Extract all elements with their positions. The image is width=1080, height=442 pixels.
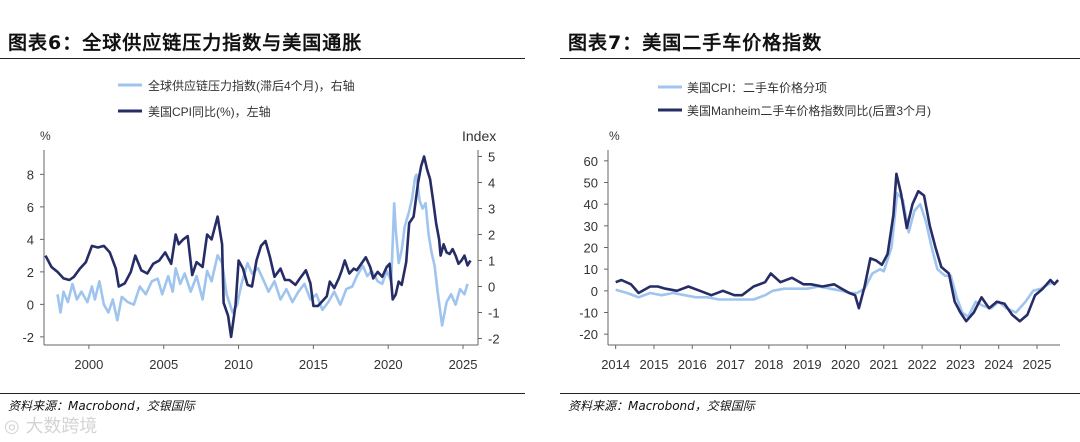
watermark: ◎ 大数跨境	[4, 416, 98, 437]
right-tick-label: -2	[488, 332, 500, 347]
right-axis-unit: Index	[462, 128, 496, 144]
left-tick-label: 2	[27, 265, 34, 280]
x-tick-label: 2020	[374, 357, 403, 372]
x-tick-label: 2000	[74, 357, 103, 372]
x-tick-label: 2025	[1023, 357, 1052, 372]
y-tick-label: 50	[584, 176, 598, 191]
legend-label-manheim: 美国Manheim二手车价格指数同比(后置3个月)	[687, 103, 931, 118]
right-tick-label: 4	[488, 176, 495, 191]
figure-7-title: 图表7：美国二手车价格指数	[568, 32, 823, 54]
source-note: 资料来源：Macrobond，交银国际	[568, 399, 755, 413]
x-tick-label: 2022	[908, 357, 937, 372]
right-tick-label: 3	[488, 202, 495, 217]
right-tick-label: 0	[488, 280, 495, 295]
x-tick-label: 2010	[224, 357, 253, 372]
title-divider	[0, 58, 525, 59]
left-tick-label: 8	[27, 167, 34, 182]
figure-6-panel: 图表6：全球供应链压力指数与美国通胀 全球供应链压力指数(滞后4个月)，右轴 美国…	[0, 0, 525, 442]
y-tick-label: 20	[584, 241, 598, 256]
y-tick-label: -20	[579, 327, 598, 342]
y-tick-label: 10	[584, 262, 598, 277]
series-line-supply-chain-pressure	[56, 173, 469, 327]
left-tick-label: -2	[22, 330, 34, 345]
left-tick-label: 0	[27, 297, 34, 312]
right-tick-label: -1	[488, 306, 500, 321]
x-tick-label: 2023	[946, 357, 975, 372]
x-tick-label: 2017	[716, 357, 745, 372]
source-divider	[0, 393, 525, 394]
x-tick-label: 2016	[678, 357, 707, 372]
left-tick-label: 4	[27, 232, 34, 247]
right-tick-label: 5	[488, 150, 495, 165]
y-tick-label: 40	[584, 197, 598, 212]
legend-label-cpi-used-cars: 美国CPI：二手车价格分项	[687, 80, 827, 95]
x-tick-label: 2018	[754, 357, 783, 372]
figure-7-panel: 图表7：美国二手车价格指数 美国CPI：二手车价格分项美国Manheim二手车价…	[560, 0, 1080, 442]
x-tick-label: 2025	[449, 357, 478, 372]
y-tick-label: 30	[584, 219, 598, 234]
figure-6-title: 图表6：全球供应链压力指数与美国通胀	[8, 32, 363, 54]
series-line-us-cpi-yoy	[44, 155, 472, 339]
x-tick-label: 2005	[149, 357, 178, 372]
series-line-cpi-used-cars	[615, 192, 1055, 319]
title-divider	[560, 58, 1080, 59]
x-tick-label: 2019	[793, 357, 822, 372]
y-axis-unit: %	[609, 129, 620, 143]
right-tick-label: 2	[488, 228, 495, 243]
x-tick-label: 2015	[299, 357, 328, 372]
left-axis-unit: %	[40, 129, 51, 143]
x-tick-label: 2015	[640, 357, 669, 372]
x-tick-label: 2021	[869, 357, 898, 372]
right-tick-label: 1	[488, 254, 495, 269]
legend-label-us-cpi: 美国CPI同比(%)，左轴	[148, 104, 271, 119]
source-divider	[560, 393, 1080, 394]
left-tick-label: 6	[27, 200, 34, 215]
x-tick-label: 2024	[984, 357, 1013, 372]
series-line-manheim-index	[615, 172, 1060, 323]
y-tick-label: 0	[591, 284, 598, 299]
source-note: 资料来源：Macrobond，交银国际	[8, 399, 195, 413]
x-tick-label: 2020	[831, 357, 860, 372]
y-tick-label: 60	[584, 154, 598, 169]
y-tick-label: -10	[579, 306, 598, 321]
legend-label-supply-chain: 全球供应链压力指数(滞后4个月)，右轴	[148, 78, 355, 93]
x-tick-label: 2014	[601, 357, 630, 372]
